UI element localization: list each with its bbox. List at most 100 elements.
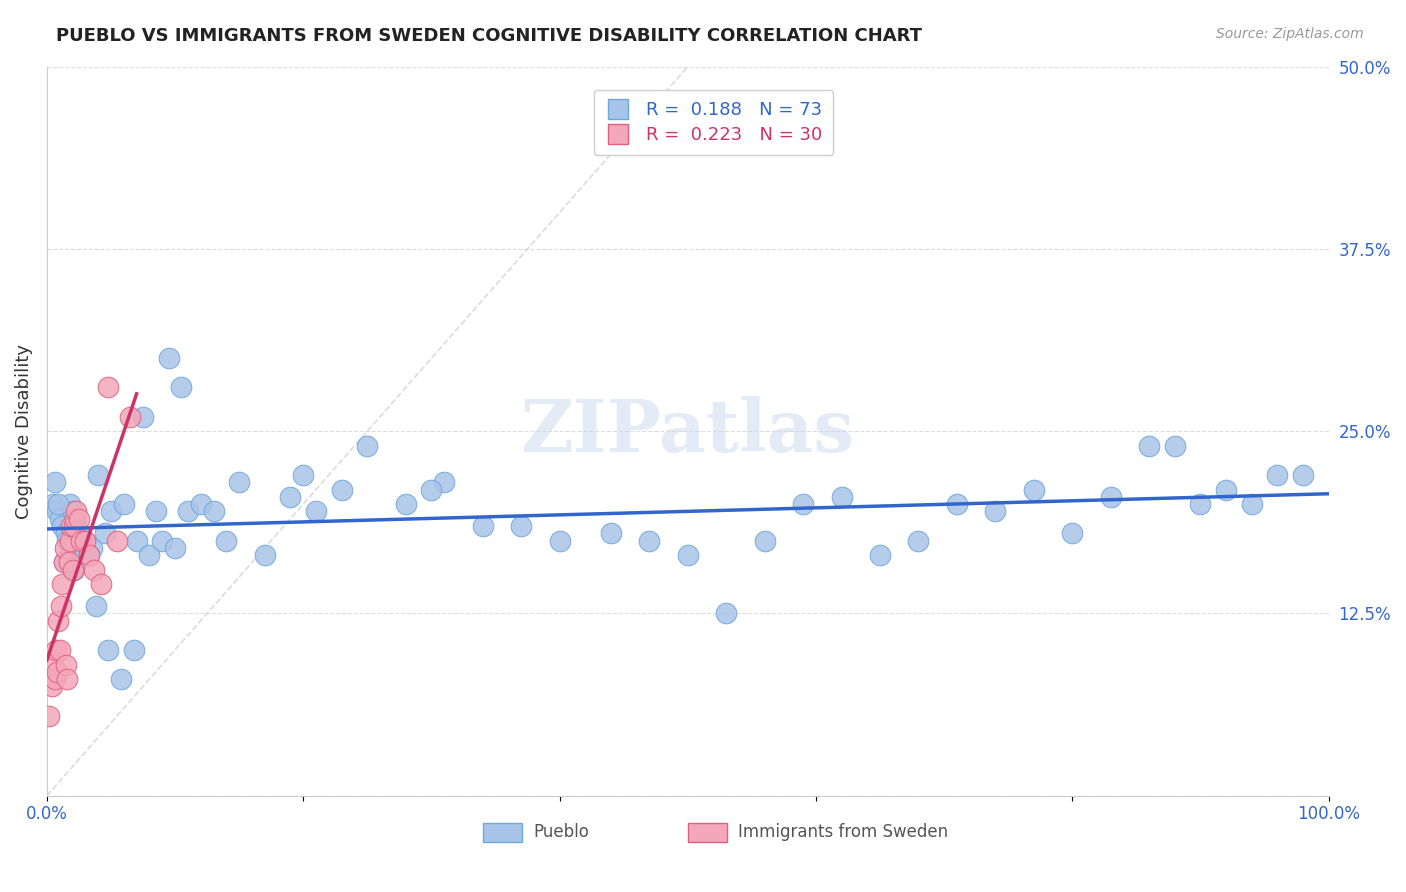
- Point: [190, 497, 212, 511]
- Point: [51, 577, 73, 591]
- Point: [305, 504, 328, 518]
- Point: [67, 526, 90, 541]
- Point: [676, 548, 699, 562]
- Point: [548, 533, 571, 548]
- Point: [165, 541, 187, 555]
- Point: [1267, 467, 1289, 482]
- Point: [150, 533, 173, 548]
- Point: [60, 519, 83, 533]
- Point: [97, 380, 120, 394]
- Point: [46, 665, 69, 679]
- Point: [1189, 497, 1212, 511]
- Point: [58, 548, 80, 562]
- Point: [510, 519, 533, 533]
- Text: Source: ZipAtlas.com: Source: ZipAtlas.com: [1216, 27, 1364, 41]
- Point: [1137, 439, 1160, 453]
- Point: [70, 533, 93, 548]
- Point: [1215, 483, 1237, 497]
- Point: [120, 409, 142, 424]
- Point: [599, 526, 621, 541]
- Point: [1164, 439, 1187, 453]
- Point: [62, 519, 84, 533]
- Point: [75, 533, 97, 548]
- Point: [1022, 483, 1045, 497]
- Text: Immigrants from Sweden: Immigrants from Sweden: [738, 823, 949, 841]
- Point: [907, 533, 929, 548]
- Point: [45, 643, 67, 657]
- Point: [869, 548, 891, 562]
- Text: PUEBLO VS IMMIGRANTS FROM SWEDEN COGNITIVE DISABILITY CORRELATION CHART: PUEBLO VS IMMIGRANTS FROM SWEDEN COGNITI…: [56, 27, 922, 45]
- Point: [62, 504, 84, 518]
- Point: [420, 483, 443, 497]
- Point: [145, 504, 167, 518]
- Point: [754, 533, 776, 548]
- Point: [48, 643, 70, 657]
- Point: [48, 497, 70, 511]
- Point: [1240, 497, 1263, 511]
- Point: [38, 708, 60, 723]
- Point: [77, 548, 100, 562]
- Point: [1292, 467, 1315, 482]
- Point: [125, 533, 148, 548]
- Point: [42, 657, 65, 672]
- Point: [100, 504, 122, 518]
- Text: Pueblo: Pueblo: [533, 823, 589, 841]
- Point: [1062, 526, 1084, 541]
- Point: [97, 643, 120, 657]
- Point: [132, 409, 155, 424]
- Point: [53, 541, 76, 555]
- Point: [638, 533, 661, 548]
- Point: [41, 679, 63, 693]
- Point: [59, 533, 82, 548]
- Point: [56, 533, 79, 548]
- Point: [831, 490, 853, 504]
- Y-axis label: Cognitive Disability: Cognitive Disability: [15, 343, 32, 518]
- Point: [55, 526, 77, 541]
- Point: [177, 504, 200, 518]
- Point: [83, 563, 105, 577]
- Point: [1099, 490, 1122, 504]
- Point: [253, 548, 276, 562]
- Point: [48, 614, 70, 628]
- Point: [170, 380, 193, 394]
- Point: [49, 599, 72, 614]
- Point: [58, 556, 80, 570]
- Point: [62, 563, 84, 577]
- Point: [105, 533, 128, 548]
- Point: [80, 541, 103, 555]
- Point: [87, 467, 110, 482]
- Point: [67, 511, 90, 525]
- Point: [52, 556, 75, 570]
- Point: [75, 533, 97, 548]
- Point: [716, 607, 738, 621]
- Point: [792, 497, 814, 511]
- Point: [59, 497, 82, 511]
- Point: [157, 351, 180, 366]
- Point: [228, 475, 250, 490]
- Point: [52, 556, 75, 570]
- Point: [110, 672, 132, 686]
- Point: [90, 577, 112, 591]
- Point: [946, 497, 969, 511]
- Point: [84, 599, 107, 614]
- Point: [330, 483, 353, 497]
- Point: [44, 475, 66, 490]
- Text: ZIPatlas: ZIPatlas: [520, 396, 855, 467]
- Point: [280, 490, 302, 504]
- Point: [70, 541, 93, 555]
- Point: [62, 563, 84, 577]
- Point: [44, 672, 66, 686]
- Point: [46, 504, 69, 518]
- Point: [202, 504, 225, 518]
- Point: [215, 533, 238, 548]
- Point: [63, 519, 86, 533]
- Point: [55, 657, 77, 672]
- Point: [122, 643, 145, 657]
- Point: [395, 497, 418, 511]
- Point: [63, 511, 86, 525]
- Point: [51, 519, 73, 533]
- Point: [984, 504, 1007, 518]
- Legend: R =  0.188   N = 73, R =  0.223   N = 30: R = 0.188 N = 73, R = 0.223 N = 30: [593, 90, 834, 155]
- Point: [48, 511, 70, 525]
- Point: [138, 548, 160, 562]
